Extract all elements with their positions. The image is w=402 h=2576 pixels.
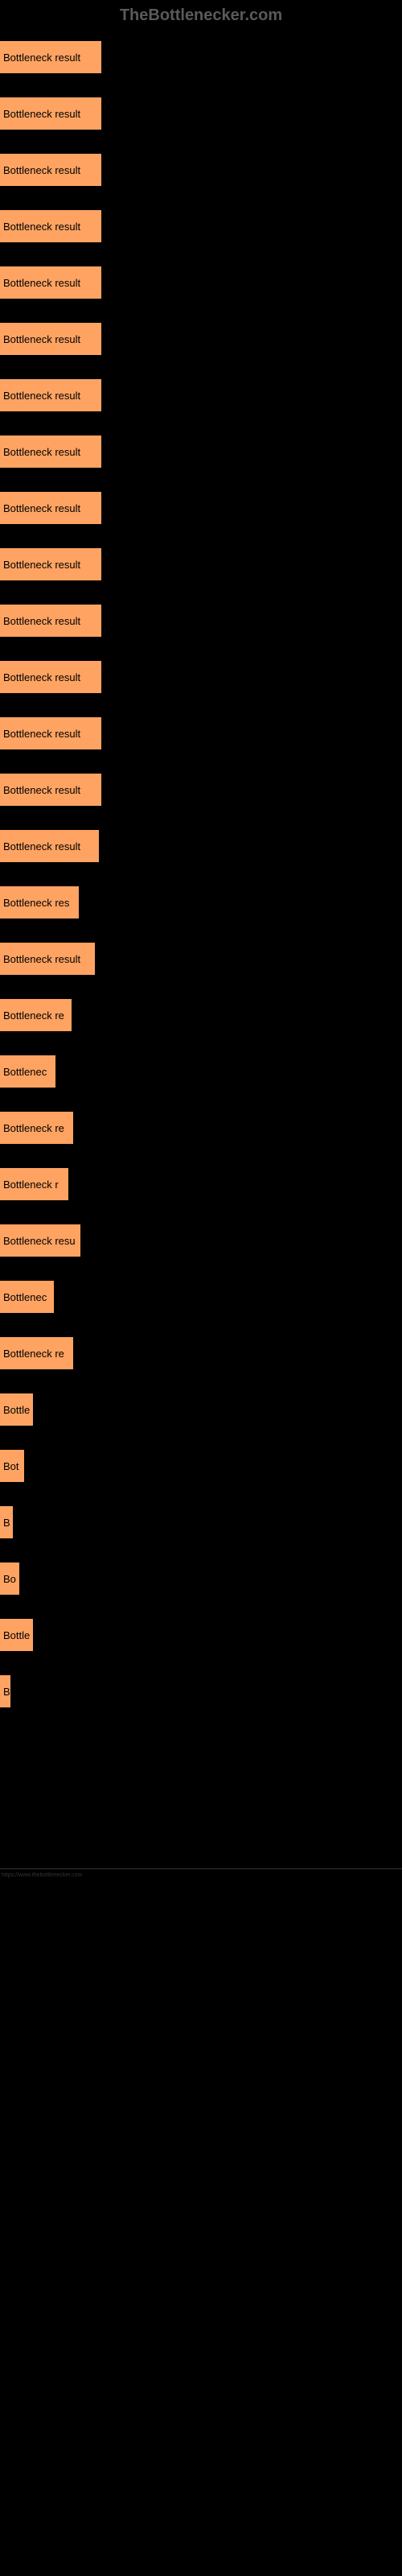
bar-row: B [0, 1675, 402, 1707]
bar-label: Bottleneck resu [3, 1235, 76, 1247]
bar-row: Bottleneck result [0, 210, 402, 242]
bar-row: Bottle [0, 1619, 402, 1651]
bar-label: Bottleneck result [3, 446, 80, 458]
bar-label: Bottleneck re [3, 1009, 64, 1022]
bar-label: Bottlenec [3, 1291, 47, 1303]
bar: Bottleneck result [0, 548, 101, 580]
bar-label: Bottleneck res [3, 897, 69, 909]
bar-label: Bottleneck result [3, 840, 80, 852]
bar-label: Bottleneck result [3, 784, 80, 796]
bar: B [0, 1675, 10, 1707]
bar-row: Bottleneck result [0, 436, 402, 468]
bar-label: Bot [3, 1460, 19, 1472]
bar-row: Bottleneck result [0, 266, 402, 299]
bar: Bottleneck re [0, 999, 72, 1031]
bar: Bottleneck result [0, 379, 101, 411]
bar-row: Bottleneck result [0, 661, 402, 693]
bar-row: Bottleneck result [0, 830, 402, 862]
bar: Bottleneck result [0, 605, 101, 637]
bar: Bottleneck result [0, 266, 101, 299]
bar: Bottleneck r [0, 1168, 68, 1200]
bar-row: Bottleneck result [0, 717, 402, 749]
bar: Bottleneck result [0, 97, 101, 130]
bar-row: Bottleneck result [0, 605, 402, 637]
bar-label: Bottleneck result [3, 953, 80, 965]
bar-row: Bottleneck resu [0, 1224, 402, 1257]
bar: Bottleneck result [0, 661, 101, 693]
bar: Bottleneck result [0, 210, 101, 242]
bar-label: Bo [3, 1573, 16, 1585]
bar: Bottleneck result [0, 774, 101, 806]
bar-label: Bottleneck result [3, 728, 80, 740]
bar: B [0, 1506, 13, 1538]
bar-row: Bottleneck result [0, 97, 402, 130]
bar: Bottleneck result [0, 492, 101, 524]
bar-label: Bottleneck re [3, 1122, 64, 1134]
bar-label: Bottleneck result [3, 221, 80, 233]
bar: Bottleneck result [0, 830, 99, 862]
bar: Bottlenec [0, 1281, 54, 1313]
bar-row: Bottleneck re [0, 1112, 402, 1144]
bar-label: Bottleneck r [3, 1179, 59, 1191]
bar: Bottleneck result [0, 436, 101, 468]
bar-label: Bottleneck result [3, 615, 80, 627]
bar: Bottleneck result [0, 943, 95, 975]
bar: Bottleneck result [0, 323, 101, 355]
bar-row: Bottleneck result [0, 774, 402, 806]
bar-label: Bottlenec [3, 1066, 47, 1078]
bar-row: Bottleneck r [0, 1168, 402, 1200]
bar: Bot [0, 1450, 24, 1482]
bar-row: Bottleneck result [0, 943, 402, 975]
bar: Bo [0, 1563, 19, 1595]
bar: Bottleneck re [0, 1337, 73, 1369]
bar: Bottleneck res [0, 886, 79, 919]
bar: Bottlenec [0, 1055, 55, 1088]
bar: Bottleneck result [0, 717, 101, 749]
bar-row: Bottleneck res [0, 886, 402, 919]
bar-chart: Bottleneck result Bottleneck result Bottle… [0, 41, 402, 1707]
bar-label: Bottle [3, 1629, 30, 1641]
bar-row: Bottleneck result [0, 379, 402, 411]
bar-label: Bottleneck result [3, 164, 80, 176]
bar-row: Bo [0, 1563, 402, 1595]
bar: Bottle [0, 1393, 33, 1426]
bar-row: Bot [0, 1450, 402, 1482]
bar-row: Bottlenec [0, 1055, 402, 1088]
bar-row: Bottleneck re [0, 1337, 402, 1369]
bar-label: Bottleneck result [3, 559, 80, 571]
bar: Bottleneck resu [0, 1224, 80, 1257]
bar: Bottleneck result [0, 41, 101, 73]
bar-row: Bottleneck result [0, 41, 402, 73]
bar-label: B [3, 1517, 10, 1529]
bar-label: Bottleneck result [3, 333, 80, 345]
bar-row: Bottleneck re [0, 999, 402, 1031]
bar-row: Bottleneck result [0, 492, 402, 524]
bar-label: Bottleneck result [3, 671, 80, 683]
bar: Bottleneck result [0, 154, 101, 186]
bar-row: Bottleneck result [0, 548, 402, 580]
bar-label: Bottleneck result [3, 108, 80, 120]
bar-label: Bottleneck re [3, 1348, 64, 1360]
footer-note: https://www.thebottlenecker.com [0, 1869, 402, 1881]
bar-label: B [3, 1686, 10, 1698]
bar: Bottle [0, 1619, 33, 1651]
bar-label: Bottle [3, 1404, 30, 1416]
bar-label: Bottleneck result [3, 277, 80, 289]
site-title: TheBottlenecker.com [120, 6, 282, 24]
bar-row: Bottleneck result [0, 323, 402, 355]
bar-row: B [0, 1506, 402, 1538]
header: TheBottlenecker.com [0, 0, 402, 41]
bar-label: Bottleneck result [3, 502, 80, 514]
bar: Bottleneck re [0, 1112, 73, 1144]
bar-row: Bottlenec [0, 1281, 402, 1313]
bar-label: Bottleneck result [3, 52, 80, 64]
bar-row: Bottleneck result [0, 154, 402, 186]
bar-label: Bottleneck result [3, 390, 80, 402]
bar-row: Bottle [0, 1393, 402, 1426]
